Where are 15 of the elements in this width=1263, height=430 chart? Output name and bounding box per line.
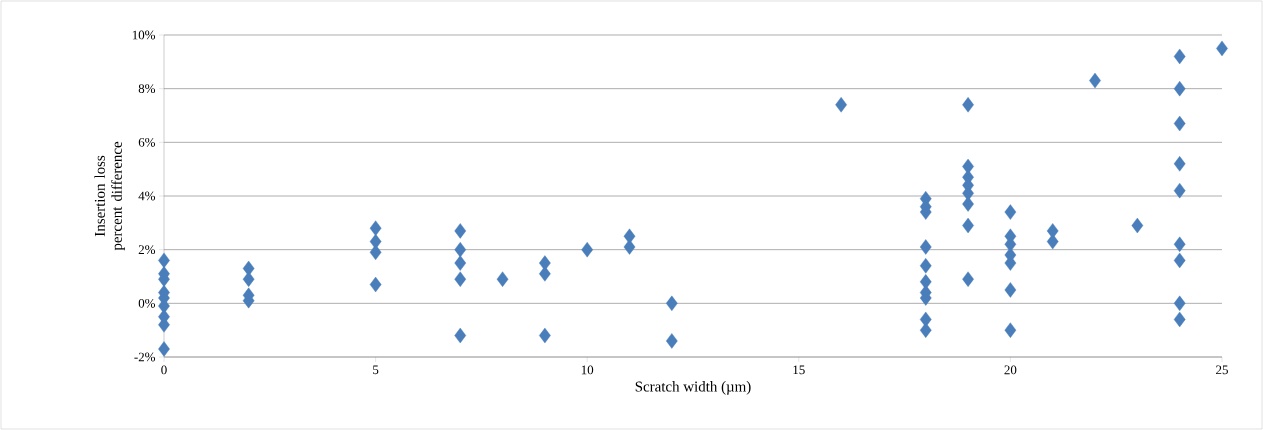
y-tick-label: 0% xyxy=(138,298,156,308)
x-axis-title: Scratch width (µm) xyxy=(635,381,751,395)
y-tick-label: 2% xyxy=(138,245,156,255)
y-tick-label: 4% xyxy=(138,191,156,201)
x-tick-label: 15 xyxy=(793,365,805,375)
y-axis-title: Insertion loss percent difference xyxy=(94,141,125,251)
x-tick-label: 5 xyxy=(373,365,379,375)
x-tick-label: 10 xyxy=(581,365,594,375)
y-tick-label: 8% xyxy=(138,84,156,94)
y-tick-label: -2% xyxy=(134,352,156,362)
y-tick-label: 6% xyxy=(138,137,156,147)
x-tick-label: 20 xyxy=(1004,365,1017,375)
y-tick-label: 10% xyxy=(132,30,156,40)
x-tick-label: 25 xyxy=(1216,365,1228,375)
x-tick-label: 0 xyxy=(161,365,167,375)
